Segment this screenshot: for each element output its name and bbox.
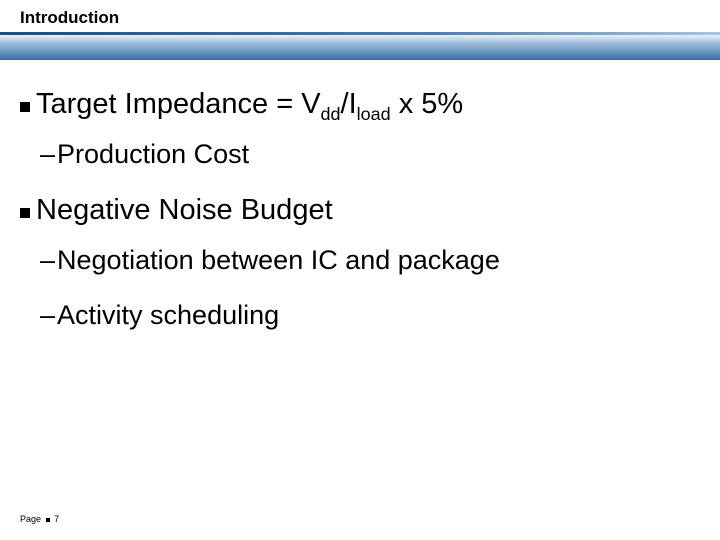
dash-icon: – — [40, 300, 55, 331]
slide-title: Introduction — [20, 8, 119, 28]
title-bar: Introduction — [0, 0, 720, 60]
bullet-target-impedance: Target Impedance = Vdd/Iload x 5% — [20, 88, 700, 121]
slide: Introduction Target Impedance = Vdd/Iloa… — [0, 0, 720, 540]
footer-page-label: Page — [20, 514, 41, 524]
subbullet-text: Production Cost — [57, 139, 249, 170]
bullet-negative-noise: Negative Noise Budget — [20, 194, 700, 227]
subbullet-activity: – Activity scheduling — [40, 300, 700, 331]
footer-page-number: 7 — [54, 514, 59, 524]
slide-content: Target Impedance = Vdd/Iload x 5% – Prod… — [0, 60, 720, 331]
dash-icon: – — [40, 245, 55, 276]
subbullet-production-cost: – Production Cost — [40, 139, 700, 170]
subscript: dd — [321, 104, 341, 124]
square-separator-icon — [46, 518, 50, 522]
text-fragment: /I — [341, 88, 357, 120]
subbullet-negotiation: – Negotiation between IC and package — [40, 245, 700, 276]
text-fragment: x 5% — [391, 88, 464, 120]
subscript: load — [357, 104, 391, 124]
text-fragment: Target Impedance = V — [36, 88, 321, 120]
page-footer: Page 7 — [20, 514, 59, 524]
bullet-text: Target Impedance = Vdd/Iload x 5% — [36, 88, 463, 121]
bullet-text: Negative Noise Budget — [36, 194, 333, 227]
square-bullet-icon — [20, 102, 30, 112]
square-bullet-icon — [20, 208, 30, 218]
title-underline — [0, 32, 720, 35]
dash-icon: – — [40, 139, 55, 170]
subbullet-text: Activity scheduling — [57, 300, 279, 331]
subbullet-text: Negotiation between IC and package — [57, 245, 500, 276]
